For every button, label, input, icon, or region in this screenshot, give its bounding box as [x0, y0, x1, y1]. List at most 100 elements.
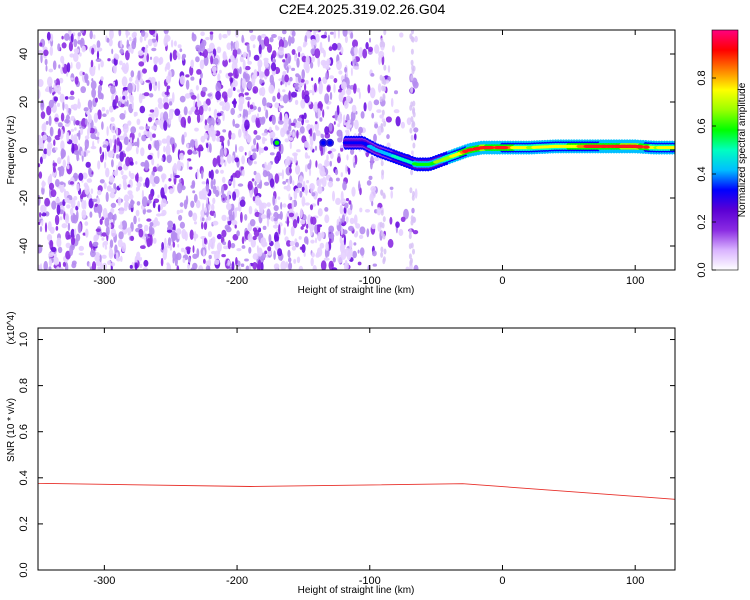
noise-speckle [216, 136, 221, 142]
noise-speckle [107, 212, 114, 220]
noise-speckle [270, 62, 277, 72]
noise-speckle [378, 55, 381, 65]
noise-speckle [241, 245, 246, 249]
noise-speckle [303, 41, 308, 47]
noise-speckle [297, 117, 303, 122]
noise-speckle [332, 190, 335, 202]
noise-speckle [189, 229, 194, 240]
noise-streak [410, 169, 414, 176]
noise-speckle [103, 182, 107, 190]
noise-speckle [101, 107, 106, 112]
noise-speckle [89, 108, 92, 113]
noise-speckle [104, 245, 108, 250]
noise-speckle [316, 179, 322, 187]
noise-speckle [265, 109, 269, 119]
noise-streak [412, 248, 415, 255]
noise-speckle [70, 62, 73, 69]
noise-speckle [294, 86, 300, 90]
noise-speckle [345, 164, 348, 174]
noise-speckle [268, 116, 273, 122]
noise-speckle [304, 90, 310, 97]
noise-speckle [284, 113, 289, 122]
colorbar-gradient [712, 30, 738, 270]
noise-speckle [148, 193, 154, 201]
noise-speckle [258, 227, 262, 233]
noise-speckle [315, 130, 321, 137]
noise-speckle [406, 117, 412, 126]
noise-speckle [267, 250, 272, 256]
noise-speckle [181, 53, 187, 59]
noise-speckle [248, 205, 253, 215]
noise-speckle [281, 169, 284, 180]
noise-speckle [227, 88, 233, 98]
noise-speckle [221, 185, 225, 195]
noise-speckle [38, 221, 41, 225]
noise-speckle [230, 42, 233, 52]
noise-speckle [96, 131, 100, 137]
noise-speckle [367, 84, 371, 94]
noise-speckle [328, 46, 333, 52]
noise-speckle [210, 238, 215, 250]
noise-speckle [116, 137, 120, 146]
noise-speckle [144, 224, 149, 232]
noise-speckle [154, 119, 161, 126]
noise-speckle [400, 121, 405, 129]
noise-speckle [233, 68, 238, 79]
noise-speckle [394, 90, 398, 95]
noise-speckle [120, 221, 123, 231]
noise-speckle [257, 35, 262, 42]
noise-speckle [61, 35, 64, 40]
noise-speckle [154, 107, 159, 118]
noise-speckle [97, 266, 101, 270]
noise-speckle [328, 122, 333, 132]
noise-speckle [110, 207, 115, 214]
noise-speckle [203, 55, 209, 67]
noise-speckle [95, 197, 101, 204]
y-tick-label: 0.0 [18, 562, 30, 577]
noise-speckle [137, 70, 141, 81]
noise-speckle [57, 43, 61, 52]
noise-speckle [324, 93, 330, 104]
noise-speckle [369, 37, 371, 43]
noise-speckle [100, 60, 104, 68]
noise-streak [382, 93, 386, 100]
noise-speckle [372, 250, 377, 257]
noise-speckle [54, 117, 59, 122]
noise-speckle [136, 118, 141, 126]
noise-speckle [187, 149, 193, 156]
noise-speckle [55, 179, 60, 187]
noise-speckle [142, 267, 148, 270]
noise-speckle [257, 259, 262, 270]
noise-speckle [317, 102, 324, 108]
noise-speckle [135, 174, 139, 182]
noise-speckle [192, 253, 198, 259]
noise-speckle [169, 188, 174, 195]
noise-speckle [304, 202, 310, 206]
noise-speckle [253, 54, 260, 61]
noise-speckle [234, 207, 240, 211]
noise-speckle [152, 200, 156, 209]
noise-speckle [205, 98, 211, 106]
noise-speckle [358, 126, 363, 134]
noise-speckle [228, 58, 231, 63]
noise-speckle [179, 209, 184, 213]
noise-speckle [179, 48, 183, 53]
noise-streak [411, 30, 414, 35]
noise-speckle [290, 122, 296, 127]
noise-speckle [88, 122, 91, 133]
signal-peak [501, 146, 509, 150]
noise-speckle [112, 134, 116, 140]
noise-speckle [200, 31, 205, 37]
noise-speckle [53, 139, 56, 146]
noise-speckle [334, 169, 339, 176]
noise-speckle [48, 182, 55, 190]
noise-speckle [263, 146, 269, 151]
noise-speckle [294, 53, 297, 62]
noise-speckle [244, 258, 249, 262]
noise-speckle [94, 254, 100, 262]
noise-speckle [224, 224, 230, 231]
noise-speckle [46, 234, 53, 242]
noise-speckle [119, 151, 125, 162]
noise-speckle [291, 30, 296, 37]
noise-speckle [362, 48, 368, 59]
